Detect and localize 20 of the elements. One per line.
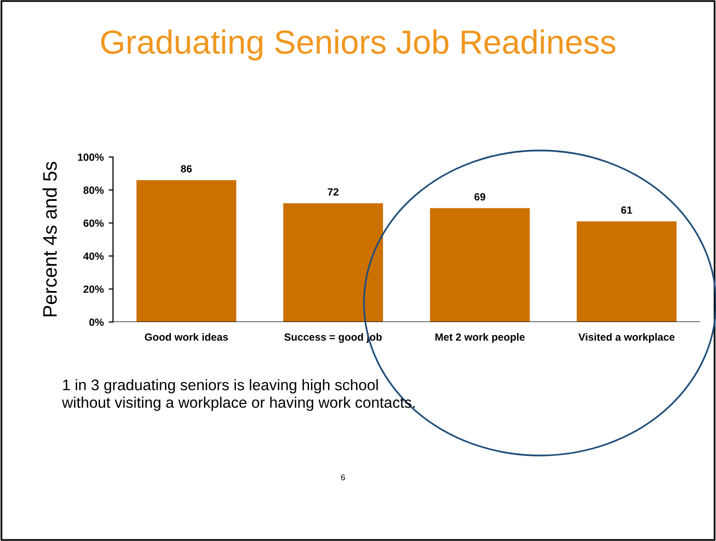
- x-tick-label: Visited a workplace: [578, 333, 675, 343]
- data-label: 86: [180, 165, 192, 172]
- bar: [136, 180, 236, 322]
- text: 6: [341, 474, 345, 480]
- bar: [430, 208, 530, 322]
- x-tick-label: Met 2 work people: [435, 333, 525, 343]
- chart-title: Graduating Seniors Job Readiness: [101, 29, 616, 61]
- y-tick-label: 60%: [84, 220, 104, 227]
- y-tick-label: 0%: [89, 318, 104, 326]
- x-tick-label: Good work ideas: [144, 333, 228, 341]
- y-tick-label: 20%: [83, 286, 104, 293]
- data-label: 61: [621, 206, 632, 214]
- bar: [283, 203, 384, 322]
- y-tick-label: 80%: [83, 186, 104, 194]
- y-axis-title: Percent 4s and 5s: [42, 162, 57, 316]
- bar: [576, 221, 677, 322]
- data-label: 72: [328, 188, 338, 196]
- y-tick-label: 40%: [83, 252, 104, 260]
- data-label: 69: [474, 193, 486, 201]
- y-tick-label: 100%: [78, 154, 104, 161]
